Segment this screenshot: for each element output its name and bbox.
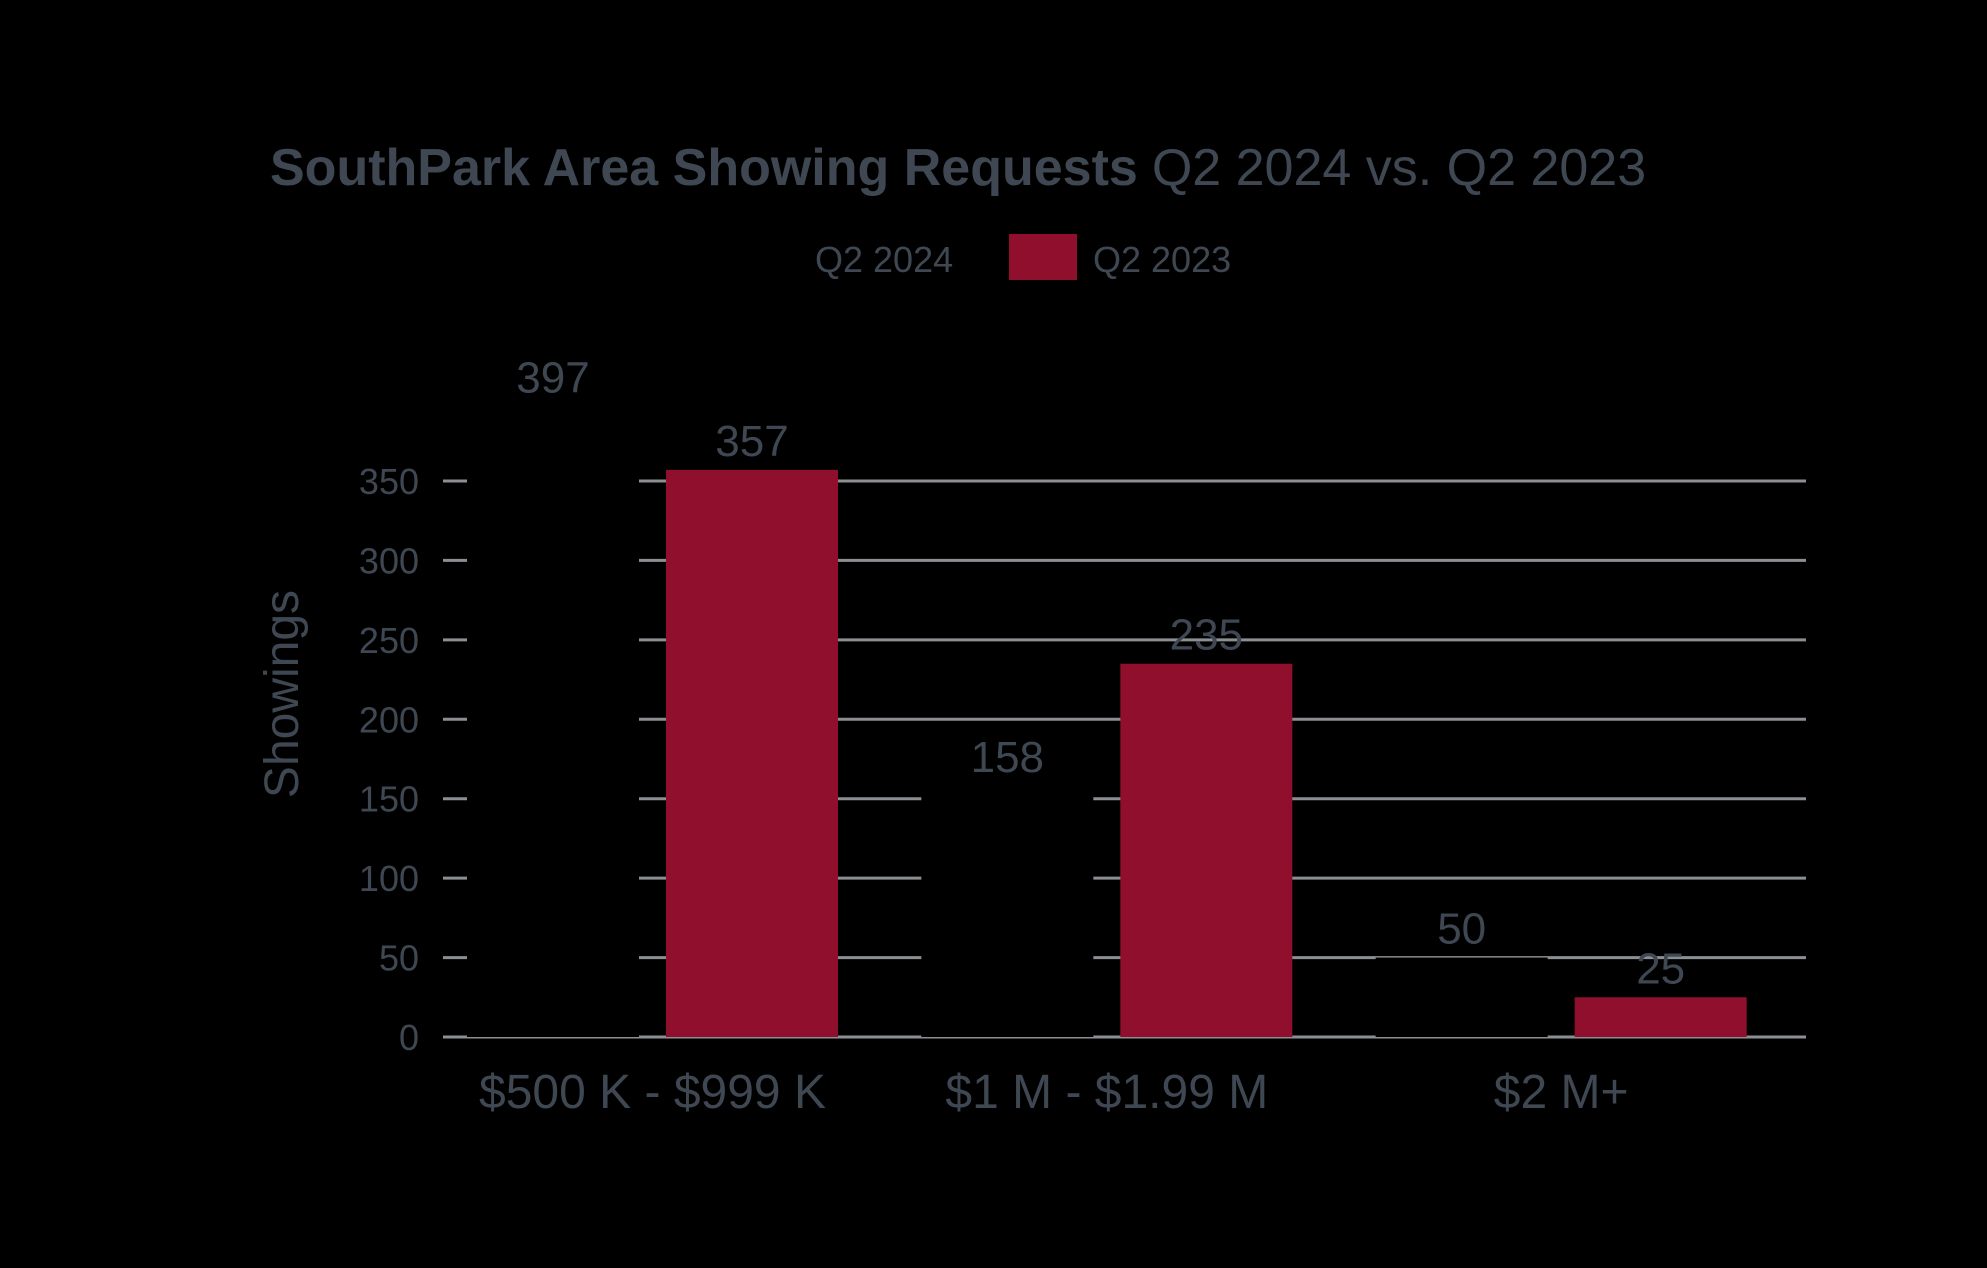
y-tick-label-150: 150 — [359, 779, 419, 820]
bar-q2-2024-1 — [921, 786, 1094, 1037]
value-labels: 397 357 158 235 50 25 — [516, 353, 1685, 993]
legend-swatch-q2-2023 — [1009, 234, 1077, 280]
bar-q2-2024-0 — [467, 406, 639, 1037]
y-tick-label-0: 0 — [399, 1017, 419, 1058]
y-tick-label-250: 250 — [359, 620, 419, 661]
value-label-q2-2024-0: 397 — [516, 353, 589, 402]
bar-q2-2023-2 — [1574, 997, 1747, 1037]
y-tick-label-100: 100 — [359, 858, 419, 899]
chart-title-bold: SouthPark Area Showing Requests — [270, 139, 1138, 197]
value-label-q2-2023-1: 235 — [1170, 611, 1243, 660]
legend-label-q2-2023: Q2 2023 — [1093, 239, 1231, 280]
y-tick-label-300: 300 — [359, 540, 419, 581]
value-label-q2-2023-0: 357 — [715, 417, 788, 466]
x-tick-labels: $500 K - $999 K $1 M - $1.99 M $2 M+ — [479, 1066, 1629, 1119]
y-axis-label: Showings — [256, 590, 309, 798]
x-tick-label-1: $1 M - $1.99 M — [945, 1066, 1268, 1119]
bar-q2-2023-0 — [666, 469, 838, 1037]
bar-q2-2023-1 — [1120, 663, 1293, 1037]
value-label-q2-2024-2: 50 — [1437, 905, 1486, 954]
bar-q2-2024-2 — [1375, 957, 1548, 1037]
chart-title-rest: Q2 2024 vs. Q2 2023 — [1152, 139, 1646, 197]
bars — [467, 406, 1747, 1037]
x-tick-label-2: $2 M+ — [1494, 1066, 1629, 1119]
legend-label-q2-2024: Q2 2024 — [815, 239, 953, 280]
x-tick-label-0: $500 K - $999 K — [479, 1066, 826, 1119]
chart-title: SouthPark Area Showing Requests Q2 2024 v… — [270, 139, 1646, 197]
y-tick-label-200: 200 — [359, 699, 419, 740]
value-label-q2-2024-1: 158 — [971, 733, 1044, 782]
y-tick-labels: 0 50 100 150 200 250 300 350 — [359, 461, 419, 1058]
y-tick-label-350: 350 — [359, 461, 419, 502]
value-label-q2-2023-2: 25 — [1636, 944, 1685, 993]
y-tick-label-50: 50 — [379, 938, 419, 979]
legend: Q2 2024 Q2 2023 — [815, 234, 1231, 280]
